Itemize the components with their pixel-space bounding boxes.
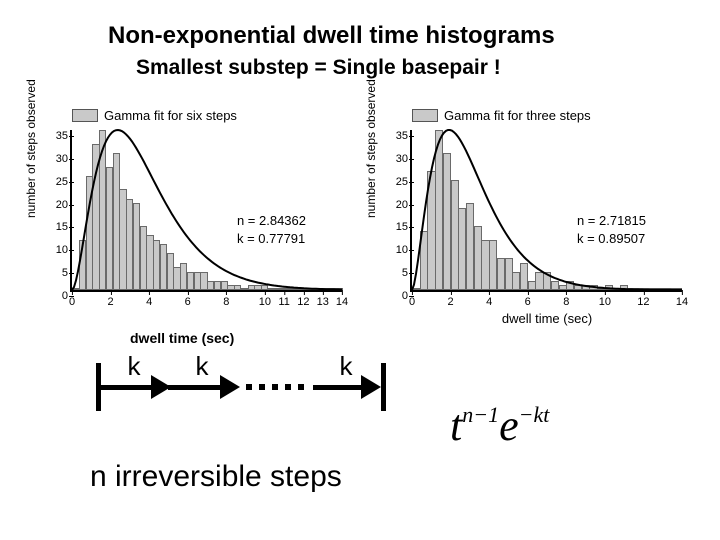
formula-t: t	[450, 401, 462, 450]
legend-swatch-icon	[412, 109, 438, 122]
page-title: Non-exponential dwell time histograms	[108, 22, 555, 50]
param-k: k = 0.89507	[577, 230, 646, 248]
steps-diagram: k k k	[88, 345, 398, 425]
gamma-curve-right	[412, 130, 682, 290]
formula-exp1: n−1	[462, 402, 499, 427]
chart-six-steps: number of steps observed Gamma fit for s…	[30, 108, 360, 328]
arrowhead-icon	[361, 375, 381, 399]
irreversible-steps-text: n irreversible steps	[90, 460, 342, 494]
rate-label-k: k	[196, 351, 209, 382]
page-subtitle: Smallest substep = Single basepair !	[136, 56, 501, 80]
legend-three: Gamma fit for three steps	[412, 108, 591, 123]
legend-swatch-icon	[72, 109, 98, 122]
param-k: k = 0.77791	[237, 230, 306, 248]
dwell-caption-left: dwell time (sec)	[130, 330, 234, 346]
diagram-end-bar	[381, 363, 386, 411]
charts-container: number of steps observed Gamma fit for s…	[30, 108, 690, 328]
x-axis-label: dwell time (sec)	[502, 311, 592, 326]
gamma-curve-left	[72, 130, 342, 290]
diagram-segment	[99, 385, 153, 390]
fit-params-right: n = 2.71815 k = 0.89507	[577, 212, 646, 247]
formula-exp2: −kt	[519, 402, 550, 427]
plot-area-left: n = 2.84362 k = 0.77791 05101520253035 0…	[70, 130, 342, 292]
diagram-segment	[313, 385, 363, 390]
rate-label-k: k	[340, 351, 353, 382]
legend-text: Gamma fit for three steps	[444, 108, 591, 123]
gamma-formula: tn−1e−kt	[450, 400, 549, 451]
y-axis-label: number of steps observed	[364, 79, 378, 218]
plot-area-right: n = 2.71815 k = 0.89507 05101520253035 0…	[410, 130, 682, 292]
chart-three-steps: number of steps observed Gamma fit for t…	[370, 108, 690, 328]
fit-params-left: n = 2.84362 k = 0.77791	[237, 212, 306, 247]
rate-label-k: k	[128, 351, 141, 382]
legend-six: Gamma fit for six steps	[72, 108, 237, 123]
param-n: n = 2.71815	[577, 212, 646, 230]
formula-e: e	[499, 401, 519, 450]
legend-text: Gamma fit for six steps	[104, 108, 237, 123]
diagram-ellipsis	[246, 384, 304, 390]
y-axis-label: number of steps observed	[24, 79, 38, 218]
arrowhead-icon	[220, 375, 240, 399]
diagram-segment	[168, 385, 222, 390]
param-n: n = 2.84362	[237, 212, 306, 230]
